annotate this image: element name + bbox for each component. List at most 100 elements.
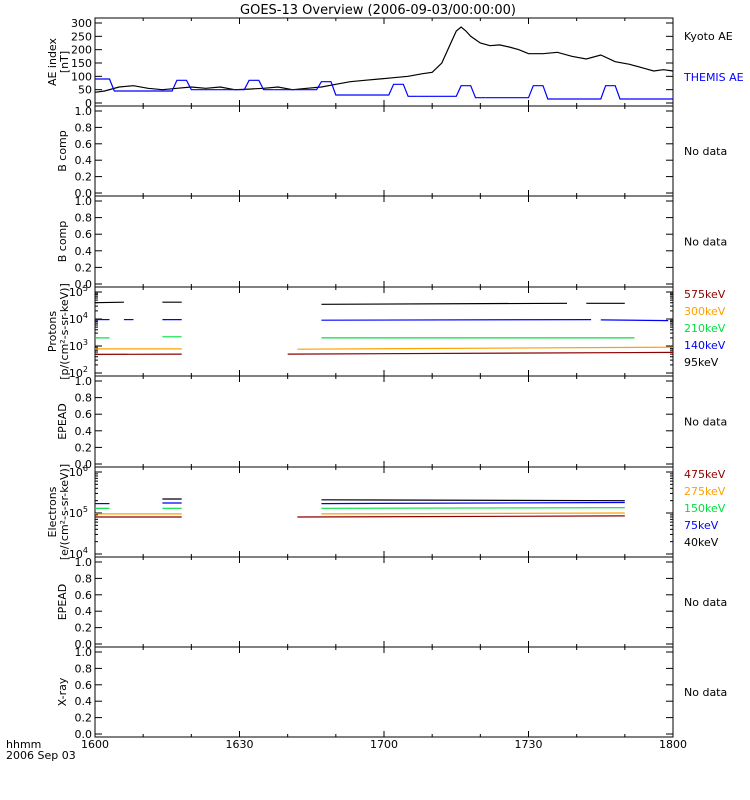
panel-8: 0.0 0.2 0.4 0.6 0.8 1.0 X-ray No data [56, 646, 727, 741]
y-tick-label: 0.2 [75, 712, 93, 725]
y-tick-base: 10 [69, 367, 83, 380]
y-tick-label: 0.8 [75, 662, 93, 675]
panel-frame [94, 375, 674, 468]
panel-3: 0.0 0.2 0.4 0.6 0.8 1.0 B comp No data [56, 195, 727, 291]
y-tick-label: 1.0 [75, 646, 93, 659]
y-tick-label: 106 [69, 464, 88, 479]
y-tick-label: 0.6 [75, 589, 93, 602]
series-line-140kev [600, 319, 669, 322]
y-tick-exponent: 3 [83, 338, 88, 347]
time-tick-label: 1630 [226, 738, 254, 751]
y-axis-label: Electrons [46, 486, 59, 537]
legend-label: 475keV [684, 468, 726, 481]
y-tick-label: 0.0 [75, 187, 93, 200]
no-data-label: No data [684, 236, 727, 249]
y-tick-label: 0.6 [75, 138, 93, 151]
y-tick-label: 0.2 [75, 441, 93, 454]
legend-label: THEMIS AE [683, 71, 744, 84]
time-tick-label: 1800 [659, 738, 687, 751]
y-tick-label: 105 [69, 284, 88, 299]
series-line-300kev [297, 346, 674, 350]
y-tick-label: 0.0 [75, 638, 93, 651]
legend-label: 150keV [684, 502, 726, 515]
y-tick-label: 0.2 [75, 622, 93, 635]
y-tick-label: 0.4 [75, 154, 93, 167]
y-tick-label: 0.0 [75, 278, 93, 291]
y-tick-label: 0.0 [75, 458, 93, 471]
panel-frame [94, 105, 674, 197]
panel-frame [94, 556, 674, 648]
y-tick-exponent: 5 [83, 284, 88, 293]
y-tick-label: 250 [71, 30, 92, 43]
y-tick-label: 100 [71, 70, 92, 83]
panel-frame [94, 646, 674, 738]
legend-label: 210keV [684, 322, 726, 335]
series-line-themis-ae [557, 85, 635, 100]
y-tick-label: 150 [71, 57, 92, 70]
series-line-95kev [94, 301, 124, 304]
time-axis-corner-label: hhmm [6, 738, 41, 751]
series-line-themis-ae [485, 85, 558, 100]
panel-frame [94, 286, 674, 377]
y-tick-label: 1.0 [75, 375, 93, 388]
legend-label: 75keV [684, 519, 719, 532]
y-tick-label: 0.6 [75, 408, 93, 421]
panel-2: 0.0 0.2 0.4 0.6 0.8 1.0 B comp No data [56, 105, 727, 200]
series-line-themis-ae [201, 79, 274, 91]
y-axis-label: EPEAD [56, 584, 69, 621]
y-tick-label: 0 [85, 97, 92, 110]
y-tick-exponent: 4 [83, 546, 88, 555]
y-axis-label: AE index [46, 37, 59, 86]
legend-label: 275keV [684, 485, 726, 498]
legend-label: 140keV [684, 339, 726, 352]
series-line-275kev [321, 512, 625, 515]
panel-frame [94, 195, 674, 288]
y-tick-label: 104 [69, 311, 88, 326]
time-tick-label: 1700 [370, 738, 398, 751]
y-tick-label: 0.4 [75, 245, 93, 258]
y-axis-label: [p/(cm²-s-sr-keV)] [58, 283, 71, 380]
y-axis-label: [e/(cm²-s-sr-keV)] [58, 464, 71, 560]
y-tick-label: 0.8 [75, 121, 93, 134]
y-tick-base: 10 [69, 548, 83, 561]
y-tick-label: 1.0 [75, 556, 93, 569]
y-tick-label: 0.8 [75, 572, 93, 585]
y-tick-label: 0.6 [75, 679, 93, 692]
y-tick-label: 200 [71, 44, 92, 57]
y-tick-label: 105 [69, 505, 88, 520]
series-line-95kev [321, 302, 568, 305]
y-tick-label: 50 [78, 84, 92, 97]
y-tick-base: 10 [69, 340, 83, 353]
y-tick-label: 1.0 [75, 195, 93, 208]
y-tick-label: 103 [69, 338, 88, 353]
y-axis-label: [nT] [58, 51, 71, 73]
no-data-label: No data [684, 686, 727, 699]
series-line-75kev [321, 501, 625, 505]
y-axis-label: X-ray [56, 677, 69, 706]
time-tick-label: 1730 [515, 738, 543, 751]
series-line-475kev [297, 515, 625, 518]
y-tick-label: 0.4 [75, 695, 93, 708]
y-tick-label: 0.2 [75, 261, 93, 274]
legend-label: 95keV [684, 356, 719, 369]
y-tick-label: 0.0 [75, 728, 93, 741]
y-tick-base: 10 [69, 286, 83, 299]
panel-frame [94, 17, 674, 107]
y-tick-label: 1.0 [75, 105, 93, 118]
series-line-40kev [321, 499, 625, 502]
y-axis-label: EPEAD [56, 403, 69, 440]
series-line-themis-ae [273, 81, 346, 96]
series-line-themis-ae [95, 78, 134, 92]
y-axis-label: Protons [46, 311, 59, 352]
y-tick-base: 10 [69, 507, 83, 520]
y-tick-label: 0.8 [75, 392, 93, 405]
time-axis-date-label: 2006 Sep 03 [6, 749, 76, 762]
y-tick-base: 10 [69, 466, 83, 479]
y-tick-exponent: 4 [83, 311, 88, 320]
panel-7: 0.0 0.2 0.4 0.6 0.8 1.0 EPEAD No data [56, 556, 727, 651]
